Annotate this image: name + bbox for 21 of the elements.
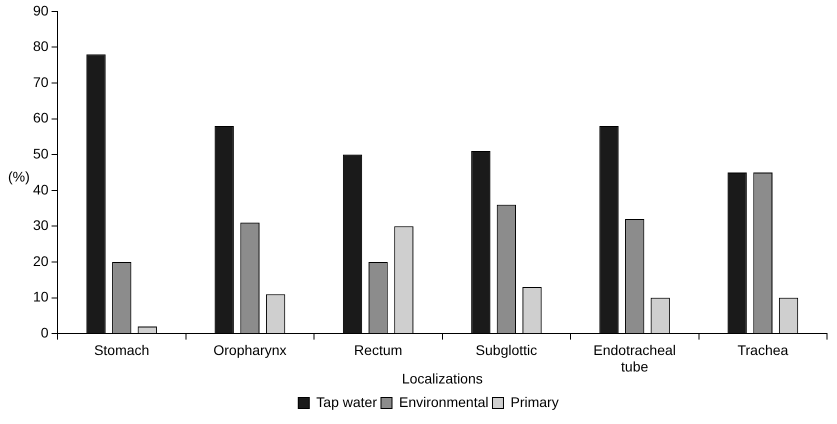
x-tick-label: Rectum xyxy=(354,342,402,358)
x-tick-label: Subglottic xyxy=(476,342,538,358)
legend-label: Primary xyxy=(510,394,559,410)
legend-label: Environmental xyxy=(398,394,488,410)
y-tick-label: 10 xyxy=(32,288,49,305)
x-axis-title: Localizations xyxy=(402,370,483,386)
legend-label: Tap water xyxy=(316,394,378,410)
y-tick-label: 0 xyxy=(40,324,49,340)
y-tick-label: 30 xyxy=(32,217,49,234)
y-tick-label: 20 xyxy=(32,252,49,269)
x-tick-label: Trachea xyxy=(737,342,789,358)
y-axis-title: (%) xyxy=(8,168,30,184)
y-tick-label: 70 xyxy=(32,74,49,90)
y-tick-label: 40 xyxy=(32,181,49,198)
y-tick-label: 50 xyxy=(32,145,49,162)
y-tick-label: 60 xyxy=(32,110,49,126)
y-tick-label: 90 xyxy=(32,2,49,18)
x-tick-label: Endotracheal tube xyxy=(593,342,676,375)
x-tick-label: Stomach xyxy=(94,342,150,358)
y-tick-label: 80 xyxy=(32,38,49,54)
x-tick-label: Oropharynx xyxy=(213,342,287,358)
